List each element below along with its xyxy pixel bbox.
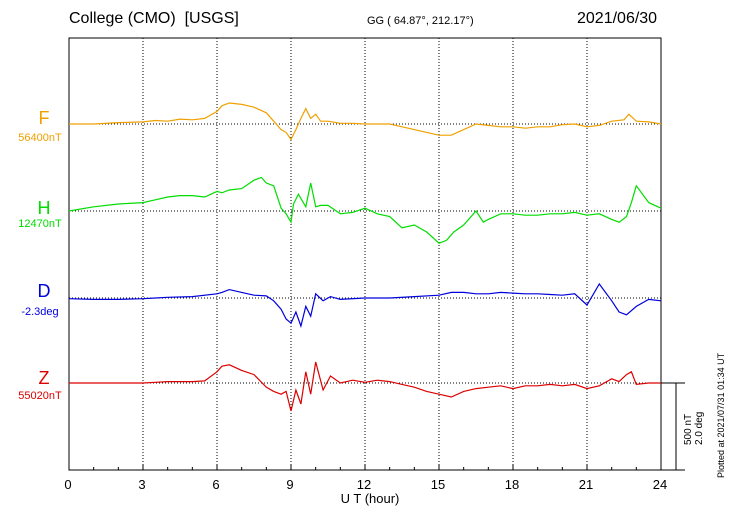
x-tick-label: 18 [504, 477, 520, 492]
x-tick-label: 0 [64, 477, 72, 492]
x-tick-label: 6 [212, 477, 220, 492]
x-tick-label: 3 [138, 477, 146, 492]
series-line-f [69, 102, 662, 141]
plotted-timestamp: Plotted at 2021/07/31 01:34 UT [716, 352, 726, 478]
component-d-label: D [37, 281, 51, 301]
scale-nt-label: 500 nT [683, 413, 694, 445]
series-line-h [68, 176, 662, 244]
chart-date: 2021/06/30 [577, 10, 658, 27]
x-tick-label: 9 [286, 477, 294, 492]
station-title: College (CMO) [USGS] [69, 10, 239, 28]
x-tick-label: 24 [652, 477, 668, 492]
scale-deg-label: 2.0 deg [694, 411, 705, 445]
component-z-label: Z [38, 368, 50, 388]
component-h-label: H [37, 198, 51, 218]
component-h-baseline: 12470nT [18, 218, 62, 230]
component-d-baseline: -2.3deg [21, 306, 59, 318]
x-tick-label: 12 [356, 477, 372, 492]
component-f-label: F [38, 108, 50, 128]
x-tick-label: 15 [430, 477, 446, 492]
series-line-d [68, 282, 662, 329]
series-line-z [69, 361, 661, 412]
x-axis-label: U T (hour) [340, 491, 400, 506]
component-f-baseline: 56400nT [18, 132, 62, 144]
component-z-baseline: 55020nT [18, 390, 62, 402]
station-name: College (CMO) [69, 10, 176, 27]
station-coordinates: GG ( 64.87°, 212.17°) [367, 15, 474, 27]
x-tick-label: 21 [578, 477, 594, 492]
data-source: [USGS] [184, 10, 239, 27]
